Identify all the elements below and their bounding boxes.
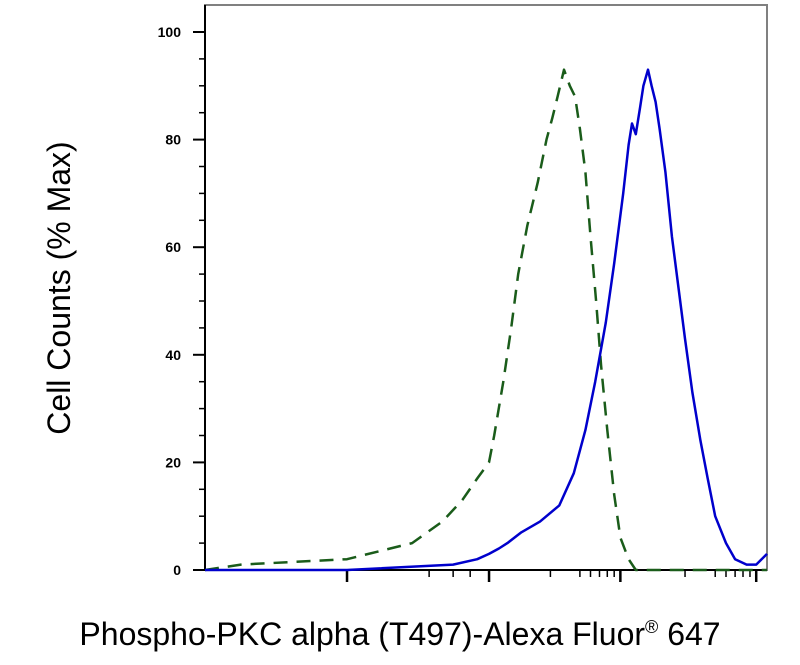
y-tick-label: 80 — [165, 132, 181, 148]
y-tick-label: 20 — [165, 454, 181, 470]
y-tick-label: 40 — [165, 347, 181, 363]
y-tick-label: 0 — [173, 562, 181, 578]
histogram-series-2 — [205, 68, 768, 572]
y-tick-label: 100 — [158, 24, 182, 40]
y-tick-label: 60 — [165, 239, 181, 255]
x-axis-title: Phospho-PKC alpha (T497)-Alexa Fluor® 64… — [79, 616, 720, 652]
x-axis-title-main: Phospho-PKC alpha (T497)-Alexa Fluor — [79, 616, 645, 652]
y-axis-title: Cell Counts (% Max) — [41, 141, 77, 434]
series-layer — [204, 68, 768, 572]
x-axis-ticks — [345, 570, 758, 582]
x-axis-title-suffix: 647 — [658, 616, 720, 652]
plot-frame — [204, 4, 768, 571]
histogram-series-1 — [204, 68, 767, 572]
x-axis-title-registered-mark: ® — [645, 617, 658, 637]
y-axis-ticks: 0 20 40 60 80 100 — [158, 24, 205, 578]
